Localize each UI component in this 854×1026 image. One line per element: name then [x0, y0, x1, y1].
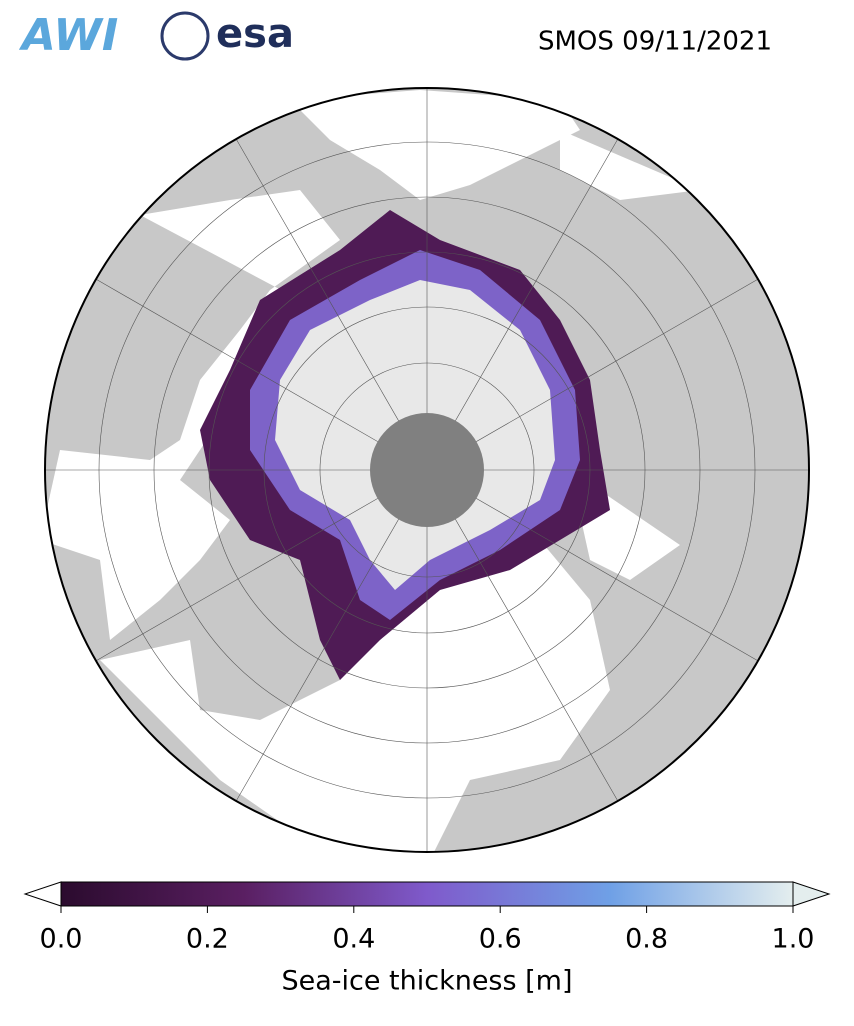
esa-logo-mark — [160, 11, 210, 61]
awi-logo: AWI — [19, 10, 119, 61]
colorbar-tick-label: 1.0 — [772, 924, 815, 955]
map-border — [44, 87, 810, 853]
ocean — [100, 540, 610, 852]
colorbar-tick-label: 0.4 — [332, 924, 375, 955]
colorbar-tick-label: 0.8 — [625, 924, 668, 955]
colorbar-tick-label: 0.0 — [40, 924, 83, 955]
colorbar-tick-label: 0.2 — [186, 924, 229, 955]
colorbar-gradient — [61, 882, 793, 906]
colorbar-tick-label: 0.6 — [479, 924, 522, 955]
colorbar-label: Sea-ice thickness [m] — [281, 966, 572, 997]
colorbar: Sea-ice thickness [m] 0.0 0.2 0.4 0.6 0.8 1.0 — [23, 881, 831, 997]
map-title: SMOS 09/11/2021 — [538, 27, 772, 57]
colorbar-extend-high — [792, 881, 831, 907]
pole-hole — [370, 413, 484, 527]
map — [45, 88, 809, 852]
colorbar-frame — [60, 881, 794, 907]
esa-logo: esa — [216, 11, 294, 57]
ocean — [290, 90, 580, 200]
colorbar-extend-low — [23, 881, 62, 907]
ocean — [560, 130, 700, 200]
